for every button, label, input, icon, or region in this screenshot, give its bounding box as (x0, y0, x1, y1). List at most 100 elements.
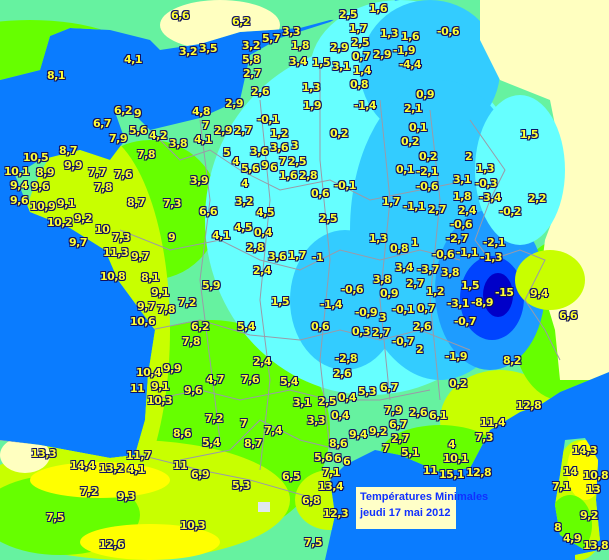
temperature-label: 1,3 (302, 81, 321, 94)
temperature-label: 5 (223, 146, 231, 159)
temperature-label: 11,3 (103, 246, 129, 259)
temperature-label: 10,3 (147, 394, 173, 407)
temperature-label: 7,5 (304, 536, 323, 549)
temperature-label: -3,4 (479, 191, 502, 204)
temperature-label: 9,7 (137, 300, 156, 313)
temperature-label: 3,2 (242, 39, 261, 52)
temperature-label: 10 (95, 223, 110, 236)
temperature-label: -2,8 (335, 352, 358, 365)
temperature-label: 8,7 (59, 144, 78, 157)
temperature-label: 7,8 (157, 303, 176, 316)
temperature-label: 2,5 (351, 36, 370, 49)
temperature-label: 2,6 (409, 406, 428, 419)
temperature-label: 9,2 (74, 212, 93, 225)
temperature-label: 1,5 (312, 56, 331, 69)
temperature-label: 9,2 (580, 509, 599, 522)
temperature-label: 1,9 (303, 99, 322, 112)
temperature-label: 1,3 (369, 232, 388, 245)
andorra-blank (258, 502, 270, 512)
temperature-label: 10,1 (443, 452, 469, 465)
temperature-label: 6,2 (232, 15, 251, 28)
temperature-label: 1,6 (401, 30, 420, 43)
temperature-label: 11 (173, 459, 188, 472)
temperature-label: 10,2 (47, 216, 73, 229)
temperature-label: 7 (202, 119, 210, 132)
temperature-label: -0,6 (341, 283, 364, 296)
temperature-label: 2,9 (330, 41, 349, 54)
temperature-label: 3,8 (169, 137, 188, 150)
temperature-label: 0,7 (417, 302, 436, 315)
temperature-label: 2,7 (243, 67, 262, 80)
temperature-label: -1 (312, 251, 324, 264)
temperature-label: 2,7 (406, 277, 425, 290)
temperature-label: 2,5 (319, 212, 338, 225)
temperature-label: 8,6 (173, 427, 192, 440)
temperature-label: 4,5 (256, 206, 275, 219)
temperature-label: 9,4 (530, 287, 549, 300)
legend-title: Températures Minimales (360, 491, 489, 503)
temperature-label: 4,2 (149, 129, 168, 142)
temperature-label: 1 (411, 236, 419, 249)
temperature-label: 3 (379, 311, 387, 324)
temperature-label: 3,4 (289, 55, 308, 68)
temperature-label: 8,6 (329, 437, 348, 450)
temperature-label: 9 (168, 231, 176, 244)
temperature-label: 14 (563, 465, 578, 478)
temperature-label: 11,7 (126, 449, 152, 462)
temperature-label: 5,6 (314, 451, 333, 464)
temperature-label: 10,9 (30, 200, 56, 213)
temperature-label: 4 (448, 438, 456, 451)
temperature-label: -3,1 (447, 297, 470, 310)
temperature-label: -4,4 (399, 58, 422, 71)
temperature-label: 8,1 (141, 271, 160, 284)
temperature-label: -0,1 (257, 113, 280, 126)
temperature-label: 3,1 (293, 396, 312, 409)
temperature-label: 3,6 (250, 145, 269, 158)
temperature-label: 1,7 (349, 22, 368, 35)
temperature-label: 0,8 (350, 78, 369, 91)
temperature-label: 3,1 (332, 60, 351, 73)
temperature-label: 2,5 (339, 8, 358, 21)
temperature-label: -1,1 (456, 246, 479, 259)
temperature-label: -2,7 (446, 232, 469, 245)
temperature-label: -3,7 (417, 263, 440, 276)
temperature-label: 7,2 (80, 485, 99, 498)
temperature-label: 12,3 (323, 507, 349, 520)
temperature-label: 14,4 (70, 459, 96, 472)
temperature-label: 0,9 (416, 88, 435, 101)
temperature-label: 6,6 (199, 205, 218, 218)
temperature-label: 7,6 (241, 373, 260, 386)
temperature-label: 1,7 (288, 249, 307, 262)
temperature-label: 8,1 (47, 69, 66, 82)
legend-date: jeudi 17 mai 2012 (360, 507, 451, 519)
temperature-label: 7,6 (114, 168, 133, 181)
temperature-label: 6,9 (191, 468, 210, 481)
temperature-label: 5,4 (237, 320, 256, 333)
temperature-label: 2,6 (251, 85, 270, 98)
temperature-label: 9,1 (57, 197, 76, 210)
temperature-label: 7 (279, 155, 287, 168)
temperature-label: 7,5 (46, 511, 65, 524)
temperature-label: -0,1 (334, 179, 357, 192)
temperature-label: 1,7 (382, 195, 401, 208)
temperature-label: 12,6 (99, 538, 125, 551)
temperature-label: 10,4 (136, 366, 162, 379)
temperature-label: 4,1 (127, 463, 146, 476)
temperature-label: 5,3 (232, 479, 251, 492)
temperature-label: 8,7 (127, 196, 146, 209)
temperature-label: 0,7 (352, 50, 371, 63)
temperature-label: 7,1 (322, 466, 341, 479)
temperature-label: 5,7 (262, 32, 281, 45)
temperature-label: 7,2 (178, 296, 197, 309)
temperature-label: 7,3 (112, 231, 131, 244)
temperature-label: 3,2 (235, 195, 254, 208)
temperature-label: 9,1 (151, 380, 170, 393)
temperature-label: 2,7 (234, 124, 253, 137)
temperature-label: 7,9 (384, 404, 403, 417)
temperature-label: 9,3 (117, 490, 136, 503)
temperature-label: 9,9 (163, 362, 182, 375)
temperature-label: 2,9 (225, 97, 244, 110)
temperature-label: 2,4 (458, 204, 477, 217)
temperature-label: 7 (382, 442, 390, 455)
temperature-label: 10,6 (130, 315, 156, 328)
